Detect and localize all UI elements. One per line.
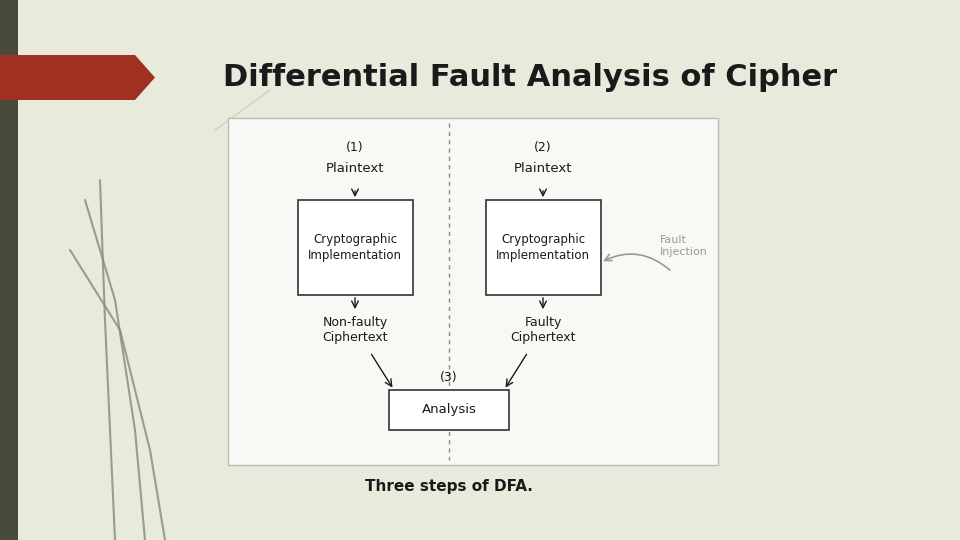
Text: Non-faulty
Ciphertext: Non-faulty Ciphertext [323, 316, 388, 344]
Bar [486, 200, 601, 295]
Text: Analysis: Analysis [421, 403, 476, 416]
Bar [298, 200, 413, 295]
Text: Fault
Injection: Fault Injection [660, 235, 708, 256]
Text: Three steps of DFA.: Three steps of DFA. [365, 478, 533, 494]
Bar [0, 0, 18, 540]
Text: Plaintext: Plaintext [514, 161, 572, 174]
Text: Differential Fault Analysis of Cipher: Differential Fault Analysis of Cipher [223, 64, 837, 92]
Text: Cryptographic
Implementation: Cryptographic Implementation [308, 233, 402, 261]
Text: Cryptographic
Implementation: Cryptographic Implementation [496, 233, 590, 261]
Text: (2): (2) [534, 141, 552, 154]
FancyBboxPatch shape [228, 118, 718, 465]
Bar [389, 390, 509, 430]
FancyArrowPatch shape [605, 254, 670, 270]
Polygon shape [0, 55, 155, 100]
Text: Faulty
Ciphertext: Faulty Ciphertext [511, 316, 576, 344]
Text: (3): (3) [441, 372, 458, 384]
Text: (1): (1) [347, 141, 364, 154]
Text: Plaintext: Plaintext [325, 161, 384, 174]
